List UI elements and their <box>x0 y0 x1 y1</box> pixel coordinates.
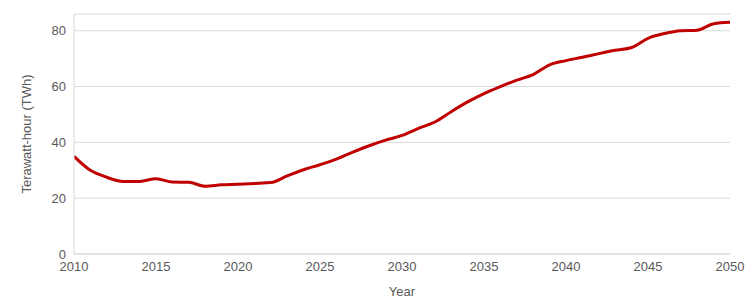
svg-text:60: 60 <box>52 79 66 94</box>
svg-text:2015: 2015 <box>142 259 171 274</box>
svg-text:2030: 2030 <box>388 259 417 274</box>
svg-text:2020: 2020 <box>224 259 253 274</box>
svg-text:2050: 2050 <box>716 259 745 274</box>
svg-text:80: 80 <box>52 23 66 38</box>
svg-text:2010: 2010 <box>59 259 89 275</box>
svg-text:20: 20 <box>52 191 66 206</box>
svg-text:2045: 2045 <box>634 259 663 274</box>
svg-text:0: 0 <box>59 247 66 262</box>
svg-text:2040: 2040 <box>552 259 581 274</box>
svg-text:40: 40 <box>52 135 66 150</box>
svg-text:2035: 2035 <box>470 259 499 274</box>
svg-text:Terawatt-hour (TWh): Terawatt-hour (TWh) <box>19 74 34 193</box>
svg-text:Year: Year <box>389 284 416 299</box>
svg-text:2025: 2025 <box>306 259 335 274</box>
